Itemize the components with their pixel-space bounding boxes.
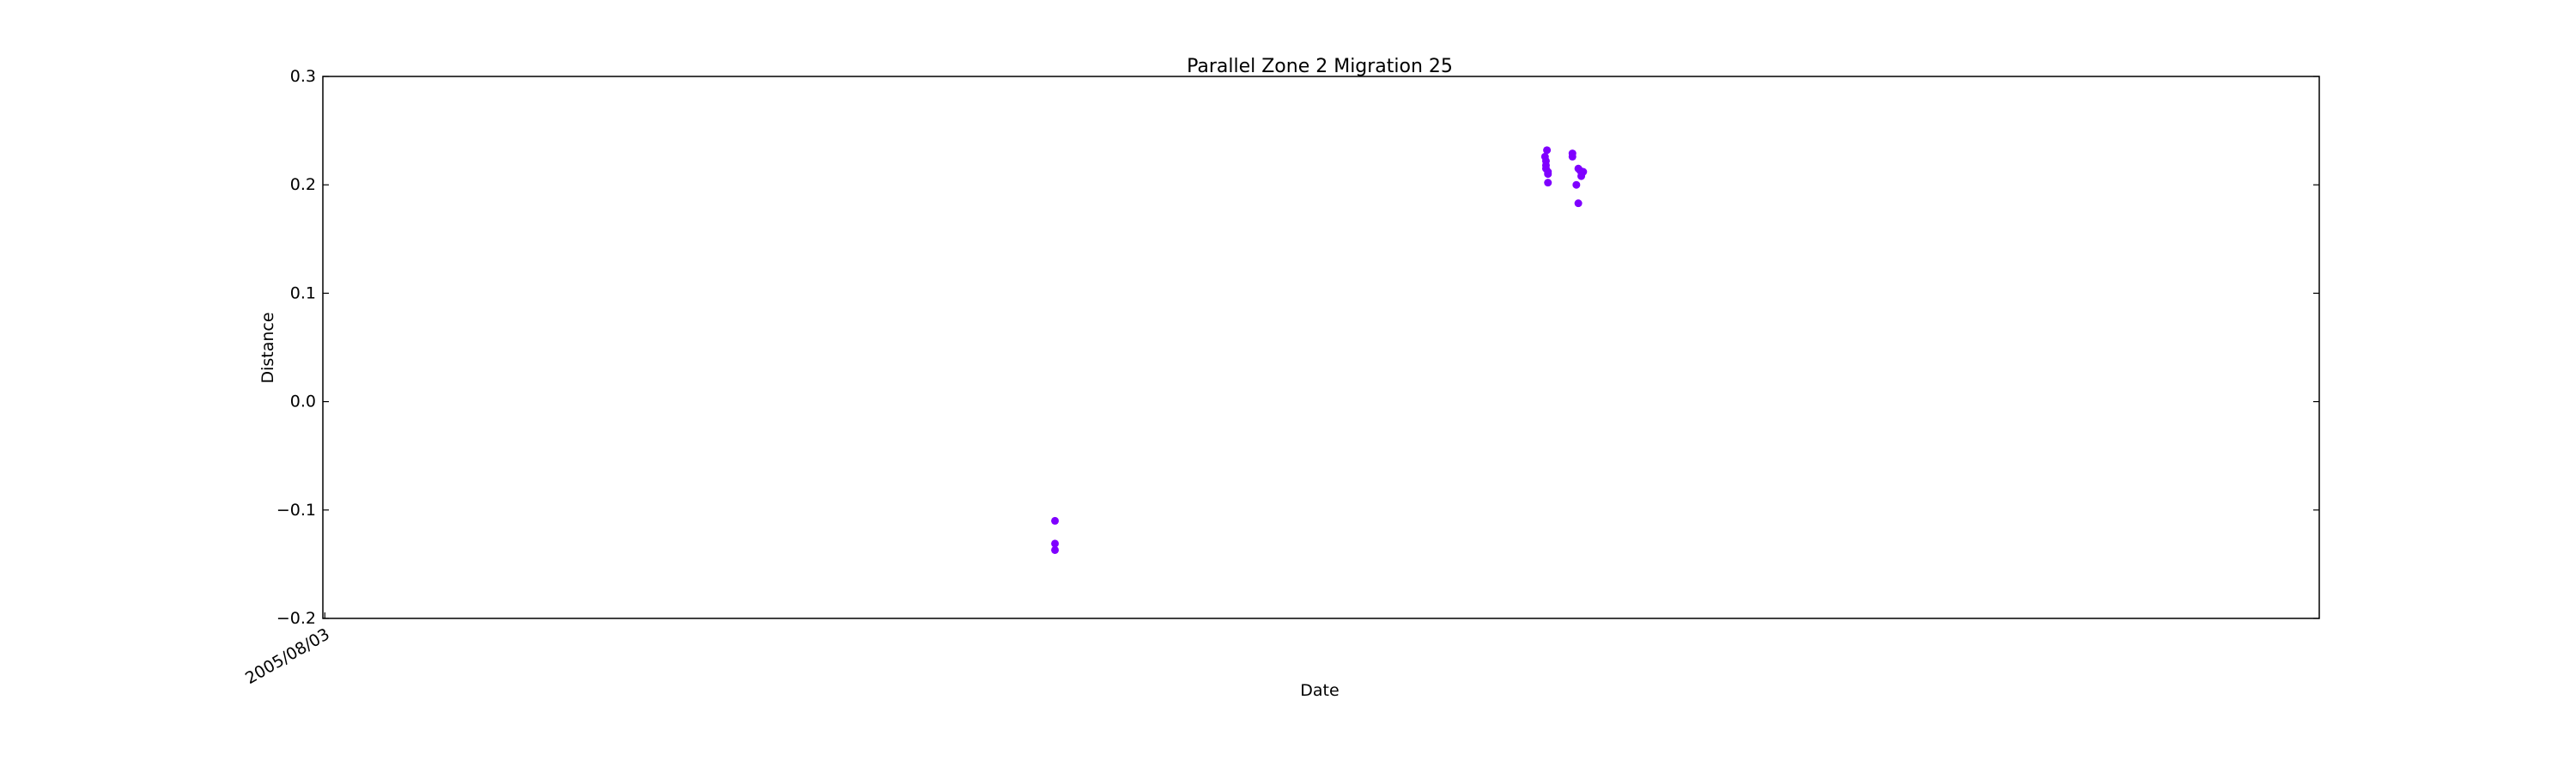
x-axis-label: Date <box>1300 681 1339 700</box>
y-tick-label: 0.0 <box>290 393 316 411</box>
y-tick-label: −0.2 <box>276 609 316 628</box>
y-tick-label: −0.1 <box>276 501 316 520</box>
data-point <box>1543 146 1552 155</box>
data-point <box>1051 539 1060 548</box>
data-point <box>1574 199 1583 208</box>
chart-title: Parallel Zone 2 Migration 25 <box>1187 56 1453 77</box>
data-point <box>1544 179 1552 187</box>
plot-area <box>322 76 2320 619</box>
data-point <box>1568 152 1577 161</box>
data-point <box>1051 545 1060 554</box>
data-point <box>1051 516 1060 525</box>
data-point <box>1544 170 1552 179</box>
y-axis-label: Distance <box>258 312 277 383</box>
y-axis: −0.2 −0.1 0.0 0.1 0.2 0.3 <box>276 67 2319 628</box>
y-tick-label: 0.1 <box>290 283 316 302</box>
y-tick-label: 0.2 <box>290 175 316 194</box>
y-tick-label: 0.3 <box>290 67 316 86</box>
x-tick-label: 2005/08/03 <box>242 624 333 688</box>
data-point <box>1572 180 1581 189</box>
data-point <box>1579 167 1588 176</box>
data-points <box>1051 146 1588 554</box>
